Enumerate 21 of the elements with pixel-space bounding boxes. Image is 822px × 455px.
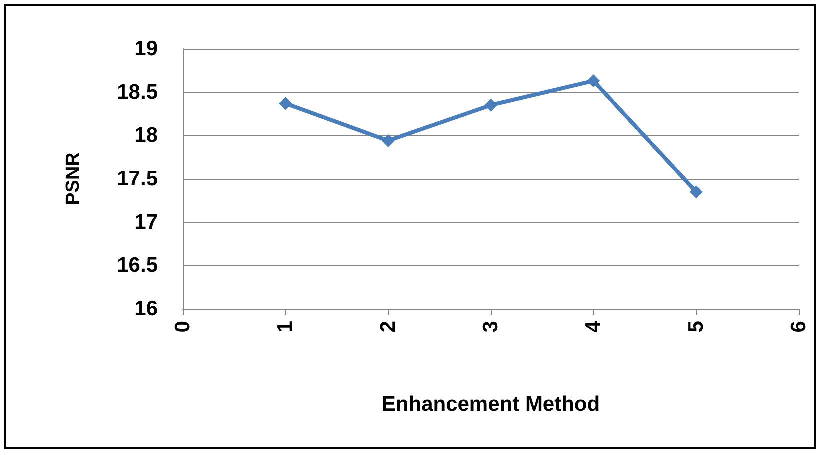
- x-tick-label: 0: [172, 321, 194, 333]
- x-tick-label: 3: [480, 321, 502, 333]
- y-tick-label: 19: [134, 38, 158, 60]
- y-tick-label: 16: [134, 298, 158, 320]
- y-tick-label: 18: [134, 124, 158, 148]
- point: [484, 98, 498, 112]
- point: [587, 74, 600, 88]
- point: [690, 186, 703, 198]
- x-tick-label: 4: [582, 320, 606, 333]
- point: [382, 134, 395, 148]
- y-tick-label: 17.5: [117, 168, 158, 190]
- y-tick-label: 17: [134, 210, 158, 234]
- x-tick-label: 2: [376, 321, 400, 333]
- x-tick-label: 6: [788, 321, 810, 333]
- y-axis-title: PSNR: [63, 152, 84, 206]
- y-tick-label: 18.5: [117, 80, 158, 104]
- x-tick-label: 5: [684, 320, 708, 333]
- y-tick-label: 16.5: [117, 254, 158, 278]
- x-tick-label: 1: [274, 320, 298, 333]
- x-axis-title: Enhancement Method: [382, 393, 600, 416]
- point: [279, 97, 292, 110]
